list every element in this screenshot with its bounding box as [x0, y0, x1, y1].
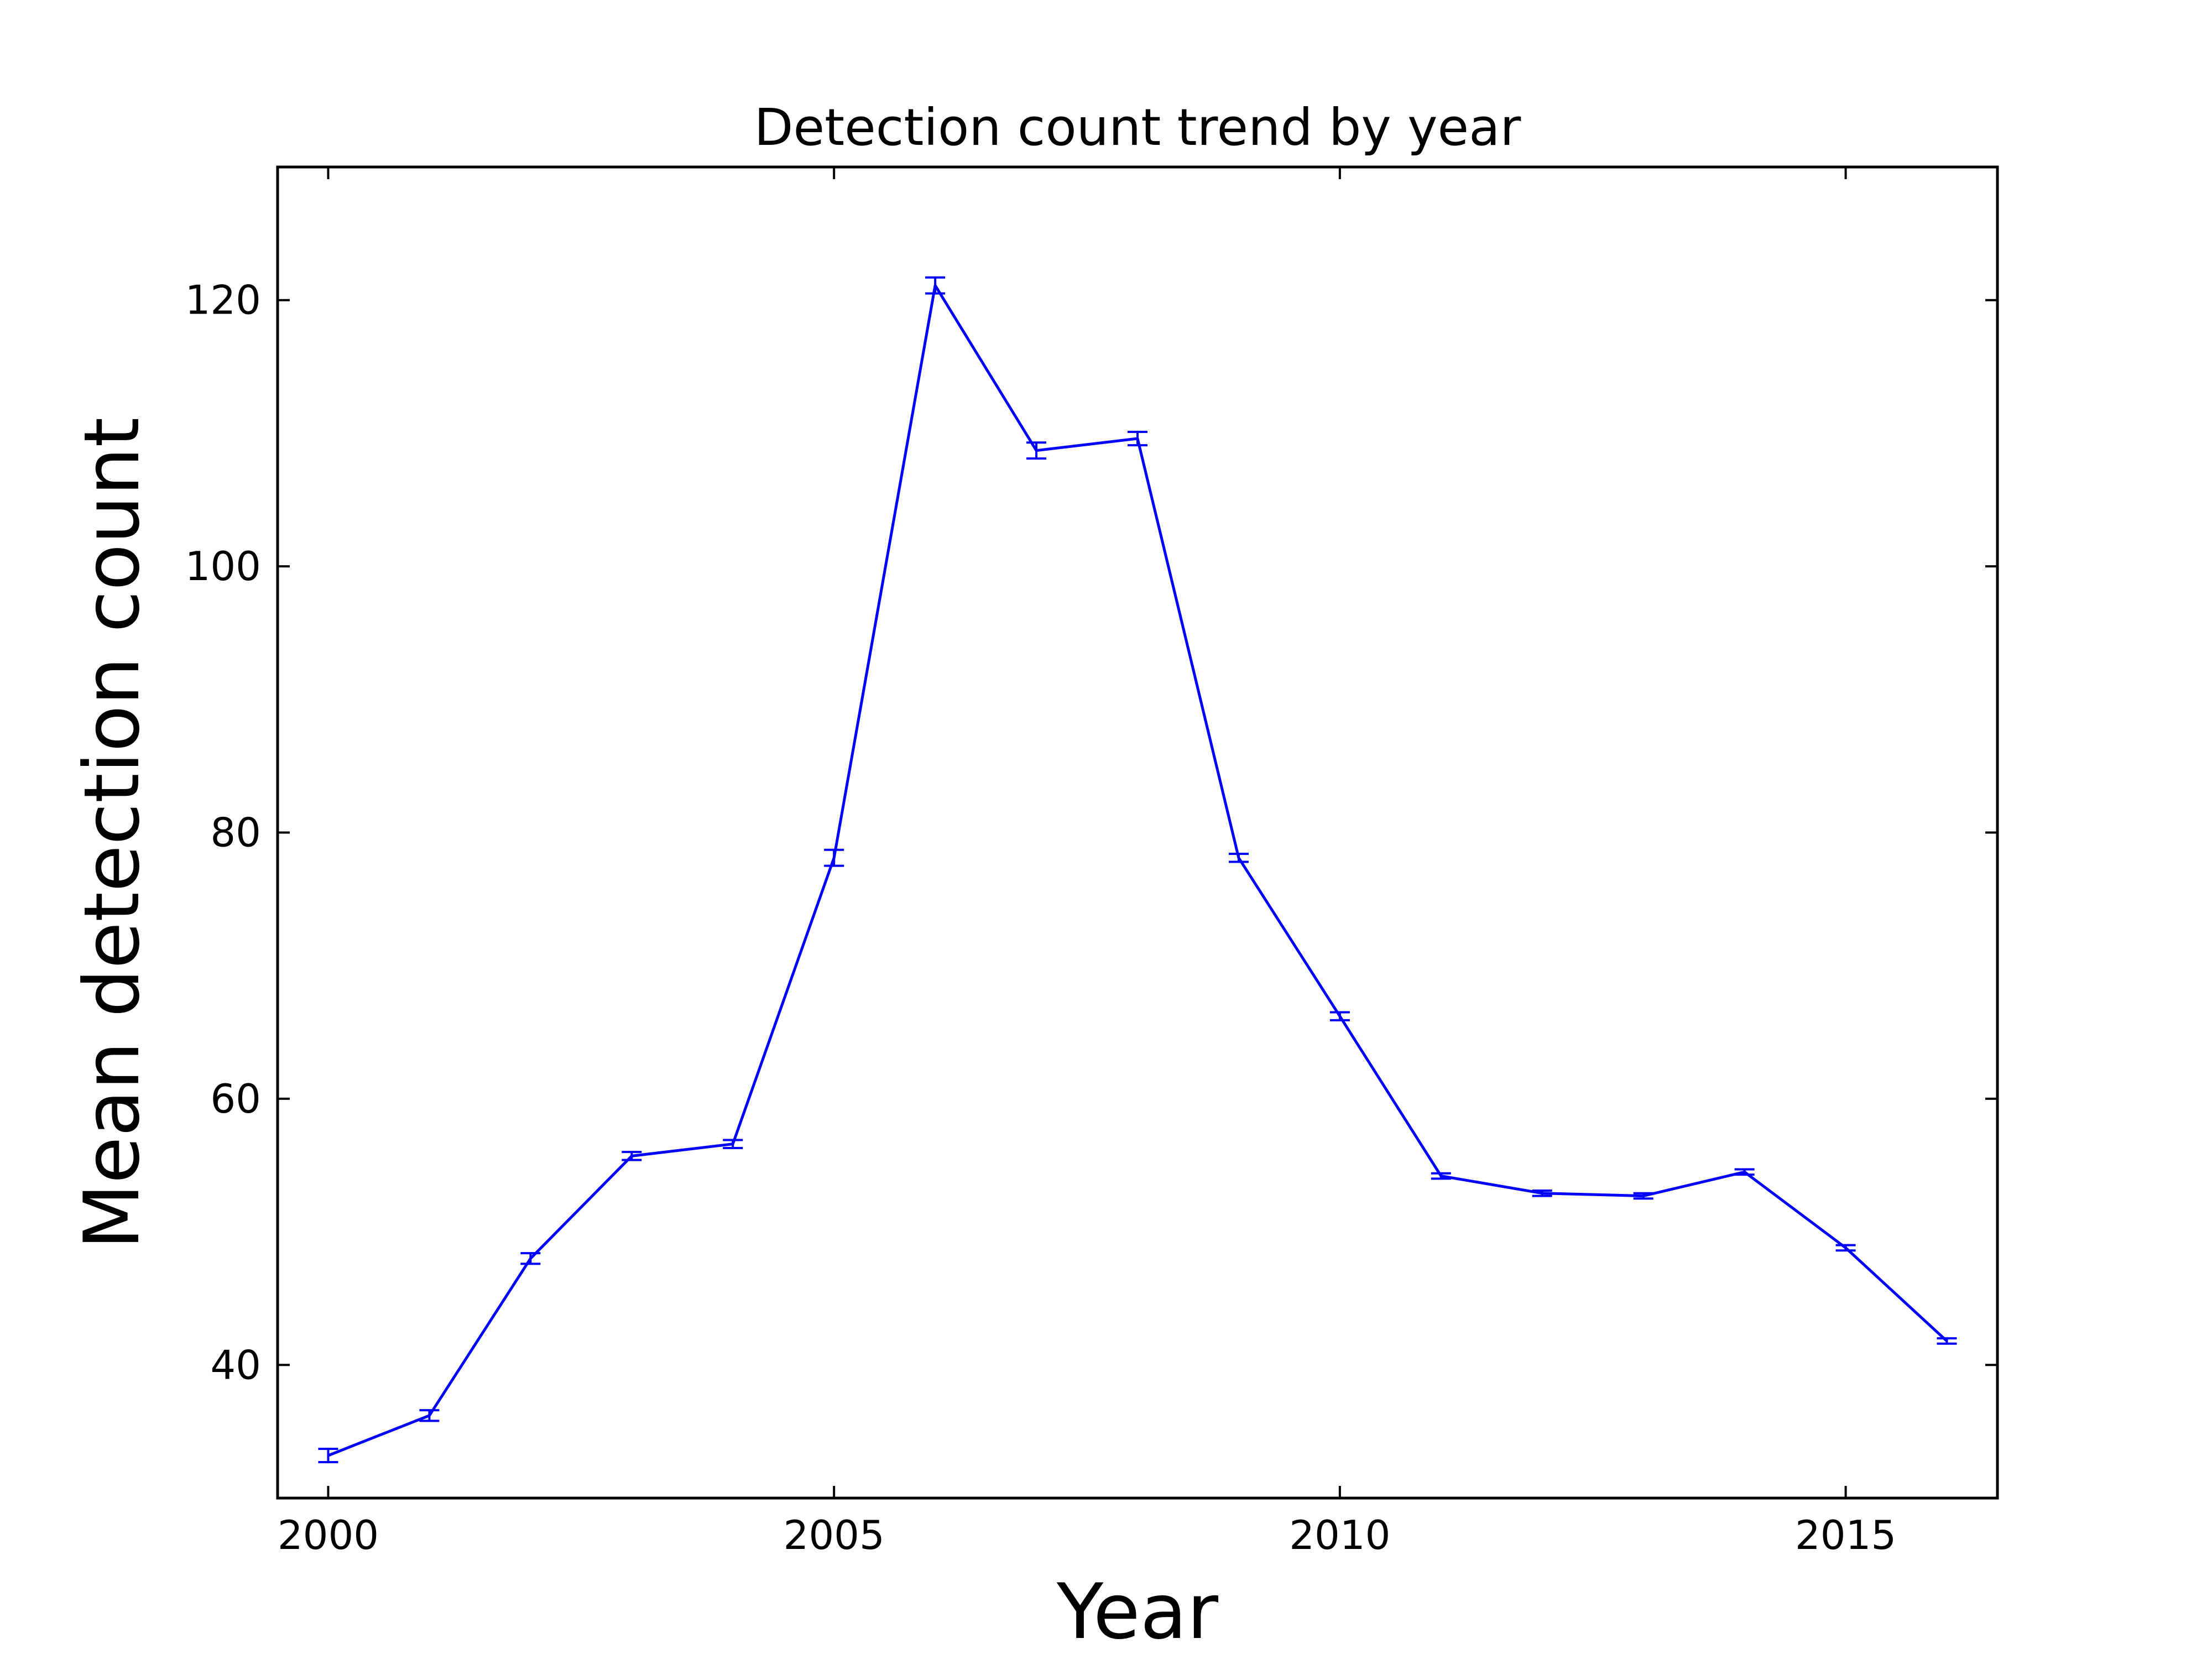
- data-point-2002: [520, 1252, 541, 1265]
- chart-title: Detection count trend by year: [754, 98, 1521, 157]
- data-point-2004: [723, 1139, 743, 1149]
- x-tick-label: 2015: [1795, 1512, 1896, 1558]
- data-point-2013: [1633, 1192, 1653, 1200]
- data-point-2006: [925, 276, 946, 295]
- x-tick-label: 2000: [278, 1512, 379, 1558]
- y-tick-label: 120: [185, 277, 261, 324]
- y-tick-label: 100: [185, 543, 261, 589]
- plot-frame: [276, 165, 1999, 1500]
- data-point-2000: [318, 1447, 338, 1464]
- x-axis-label: Year: [1056, 1567, 1218, 1656]
- data-point-2001: [419, 1409, 440, 1422]
- x-tick-label: 2005: [784, 1512, 885, 1558]
- plot-area: [318, 276, 1957, 1464]
- data-point-2012: [1532, 1189, 1552, 1197]
- data-point-2011: [1431, 1172, 1451, 1180]
- data-point-2009: [1228, 853, 1249, 863]
- x-tick-label: 2010: [1289, 1512, 1390, 1558]
- y-tick-label: 80: [210, 810, 261, 856]
- data-point-2005: [824, 848, 844, 867]
- data-point-2015: [1835, 1244, 1856, 1252]
- data-point-2007: [1026, 441, 1047, 460]
- data-point-2014: [1734, 1168, 1755, 1176]
- data-point-2003: [622, 1151, 642, 1161]
- y-axis-label: Mean detection count: [67, 418, 156, 1250]
- data-point-2016: [1937, 1337, 1957, 1345]
- data-point-2010: [1329, 1011, 1350, 1021]
- y-tick-label: 60: [210, 1076, 261, 1122]
- series-line: [327, 284, 1948, 1457]
- axis-ticks: 2000 2005 2010 2015 40 60 80 100 120: [185, 167, 1997, 1558]
- data-point-2008: [1128, 430, 1147, 447]
- y-tick-label: 40: [210, 1342, 261, 1388]
